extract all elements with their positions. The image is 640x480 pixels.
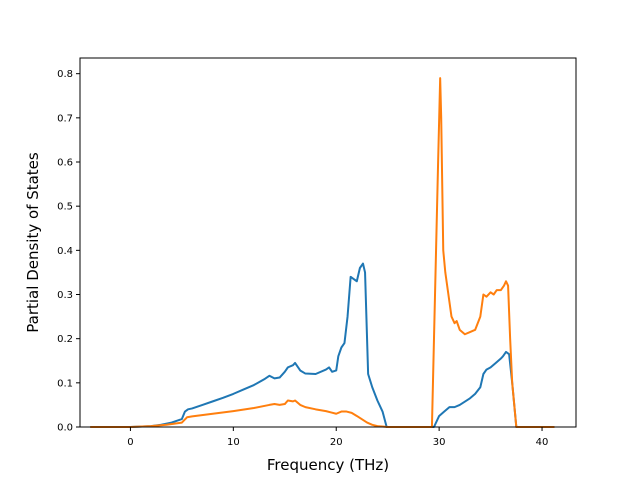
series-line-1 — [90, 262, 555, 428]
y-tick-label: 0.0 — [57, 423, 73, 434]
series-line-2 — [90, 77, 555, 428]
x-axis-ticks: 0 10 20 30 40 — [127, 427, 548, 448]
x-tick-label: 0 — [127, 437, 133, 448]
x-tick-label: 20 — [330, 437, 343, 448]
y-tick-label: 0.3 — [57, 290, 73, 301]
y-tick-label: 0.1 — [57, 378, 73, 389]
x-tick-label: 40 — [536, 437, 549, 448]
y-tick-label: 0.5 — [57, 202, 73, 213]
series-layer — [90, 77, 555, 428]
y-tick-label: 0.6 — [57, 158, 73, 169]
plot-frame — [79, 57, 577, 428]
x-axis-label: Frequency (THz) — [267, 456, 389, 474]
y-tick-label: 0.7 — [57, 113, 73, 124]
x-tick-label: 30 — [433, 437, 446, 448]
y-axis-label: Partial Density of States — [24, 152, 42, 333]
y-tick-label: 0.2 — [57, 334, 73, 345]
y-axis-ticks: 0.0 0.1 0.2 0.3 0.4 0.5 0.6 0.7 0.8 — [57, 69, 80, 434]
y-tick-label: 0.8 — [57, 69, 73, 80]
x-tick-label: 10 — [227, 437, 240, 448]
y-tick-label: 0.4 — [57, 246, 73, 257]
